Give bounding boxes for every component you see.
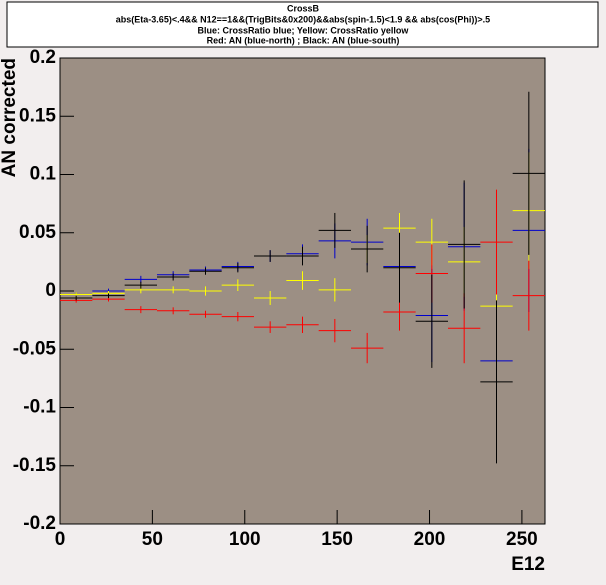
y-tick-label: 0.05 (19, 222, 56, 243)
plot-frame (59, 57, 546, 525)
x-tick-label: 150 (321, 529, 353, 550)
y-tick-label: 0 (45, 280, 56, 301)
x-tick-label: 100 (229, 529, 261, 550)
chart-subtitle: Blue: CrossRatio blue; Yellow: CrossRati… (198, 25, 410, 35)
x-tick-label: 200 (414, 529, 446, 550)
y-tick-label: -0.05 (13, 338, 57, 359)
title-box (6, 1, 599, 48)
y-tick-label: -0.2 (23, 513, 56, 534)
y-tick-label: 0.2 (30, 47, 56, 68)
x-tick-label: 0 (55, 529, 66, 550)
y-axis-label: AN corrected (0, 58, 20, 177)
chart-subtitle: abs(Eta-3.65)<.4&& N12==1&&(TrigBits&0x2… (116, 14, 490, 24)
y-tick-label: 0.1 (30, 164, 57, 185)
x-tick-label: 50 (142, 529, 163, 550)
y-tick-label: -0.15 (13, 455, 57, 476)
chart-subtitle: Red: AN (blue-north) ; Black: AN (blue-s… (207, 35, 400, 45)
chart-title: CrossB (287, 3, 320, 13)
x-tick-label: 250 (506, 529, 538, 550)
x-axis-label: E12 (511, 554, 545, 575)
y-tick-label: -0.1 (23, 397, 56, 418)
y-tick-label: 0.15 (19, 105, 56, 126)
